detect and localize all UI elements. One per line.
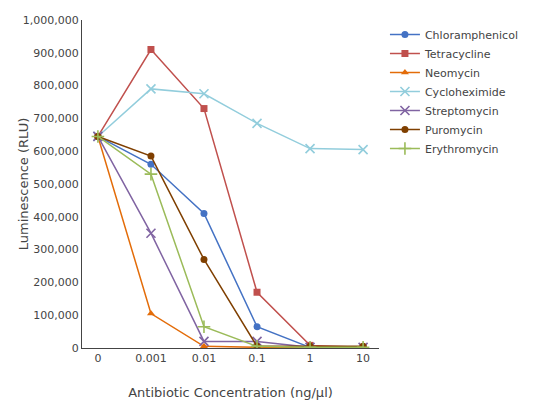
svg-text:Antibiotic Concentration (ng/μ: Antibiotic Concentration (ng/μl) [128, 385, 333, 400]
svg-text:800,000: 800,000 [33, 79, 79, 92]
svg-text:600,000: 600,000 [33, 145, 79, 158]
svg-text:0.1: 0.1 [248, 352, 266, 365]
svg-text:10: 10 [356, 352, 370, 365]
svg-text:0.001: 0.001 [135, 352, 167, 365]
svg-text:1: 1 [307, 352, 314, 365]
svg-text:0.01: 0.01 [192, 352, 217, 365]
svg-text:400,000: 400,000 [33, 211, 79, 224]
svg-text:0: 0 [72, 342, 79, 355]
svg-text:1,000,000: 1,000,000 [23, 14, 79, 27]
svg-text:0: 0 [94, 352, 101, 365]
svg-text:Tetracycline: Tetracycline [424, 48, 491, 61]
svg-text:300,000: 300,000 [33, 243, 79, 256]
svg-text:100,000: 100,000 [33, 309, 79, 322]
svg-text:900,000: 900,000 [33, 47, 79, 60]
svg-text:Erythromycin: Erythromycin [425, 143, 499, 156]
svg-text:Chloramphenicol: Chloramphenicol [425, 29, 518, 42]
svg-text:500,000: 500,000 [33, 178, 79, 191]
svg-text:Luminescence (RLU): Luminescence (RLU) [16, 118, 31, 251]
svg-text:200,000: 200,000 [33, 276, 79, 289]
svg-text:Neomycin: Neomycin [425, 67, 480, 80]
svg-text:Puromycin: Puromycin [425, 124, 483, 137]
svg-text:Streptomycin: Streptomycin [425, 105, 499, 118]
svg-text:Cycloheximide: Cycloheximide [425, 86, 506, 99]
svg-text:700,000: 700,000 [33, 112, 79, 125]
